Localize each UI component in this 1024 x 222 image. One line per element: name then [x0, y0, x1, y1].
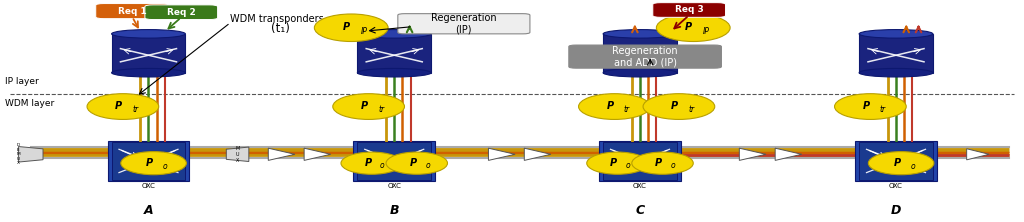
Text: OXC: OXC [633, 183, 647, 189]
FancyBboxPatch shape [859, 142, 933, 180]
Text: P: P [610, 158, 617, 168]
Text: P: P [671, 101, 678, 111]
FancyBboxPatch shape [112, 142, 185, 180]
Text: o: o [910, 162, 914, 170]
Text: WDM transponders: WDM transponders [230, 14, 325, 24]
Polygon shape [226, 147, 249, 162]
Text: OXC: OXC [387, 183, 401, 189]
FancyBboxPatch shape [353, 141, 435, 181]
Polygon shape [18, 147, 43, 162]
FancyBboxPatch shape [112, 34, 185, 73]
FancyBboxPatch shape [859, 34, 933, 73]
Text: P: P [410, 158, 417, 168]
Text: o: o [163, 162, 167, 170]
Text: IP: IP [360, 27, 368, 36]
Ellipse shape [603, 68, 677, 77]
Ellipse shape [579, 94, 650, 119]
Polygon shape [524, 148, 551, 160]
Text: WDM layer: WDM layer [5, 99, 54, 108]
Text: tr: tr [688, 105, 694, 114]
Ellipse shape [333, 94, 404, 119]
Text: D
E
M
U
X: D E M U X [16, 143, 20, 165]
Polygon shape [739, 148, 766, 160]
Text: P: P [146, 158, 154, 168]
Text: A: A [143, 204, 154, 217]
Ellipse shape [656, 14, 730, 42]
Text: P: P [343, 22, 350, 32]
Text: Req 1: Req 1 [118, 7, 146, 16]
Text: Req 2: Req 2 [167, 8, 196, 17]
Text: P: P [894, 158, 901, 168]
Text: tr: tr [624, 105, 630, 114]
Polygon shape [775, 148, 802, 160]
Ellipse shape [121, 152, 186, 175]
Text: C: C [636, 204, 644, 217]
FancyBboxPatch shape [108, 141, 189, 181]
Ellipse shape [112, 68, 185, 77]
Ellipse shape [603, 30, 677, 38]
Text: P: P [862, 101, 869, 111]
Ellipse shape [859, 68, 933, 77]
Text: Regeneration
and ADD (IP): Regeneration and ADD (IP) [612, 46, 678, 67]
FancyBboxPatch shape [357, 142, 431, 180]
Ellipse shape [632, 152, 693, 174]
Polygon shape [304, 148, 331, 160]
Ellipse shape [112, 30, 185, 38]
Text: Req 3: Req 3 [675, 6, 703, 14]
FancyBboxPatch shape [599, 141, 681, 181]
Text: Regeneration
(IP): Regeneration (IP) [431, 13, 497, 35]
Polygon shape [488, 148, 515, 160]
Ellipse shape [835, 94, 906, 119]
FancyBboxPatch shape [603, 34, 677, 73]
Text: OXC: OXC [889, 183, 903, 189]
Text: IP: IP [702, 27, 710, 36]
FancyBboxPatch shape [397, 14, 530, 34]
FancyBboxPatch shape [96, 4, 168, 19]
Ellipse shape [357, 68, 431, 77]
Ellipse shape [643, 94, 715, 119]
FancyBboxPatch shape [569, 45, 721, 68]
Ellipse shape [314, 14, 388, 42]
Ellipse shape [587, 152, 648, 174]
Text: OXC: OXC [141, 183, 156, 189]
Polygon shape [967, 149, 989, 160]
Text: tr: tr [132, 105, 138, 114]
Ellipse shape [868, 152, 934, 175]
Text: M
U
X: M U X [236, 146, 240, 163]
Ellipse shape [357, 30, 431, 38]
Text: P: P [360, 101, 368, 111]
Text: P: P [655, 158, 663, 168]
Text: tr: tr [378, 105, 384, 114]
Text: IP layer: IP layer [5, 77, 39, 85]
Text: o: o [671, 161, 676, 170]
Text: tr: tr [880, 105, 886, 114]
Ellipse shape [87, 94, 159, 119]
FancyBboxPatch shape [357, 34, 431, 73]
FancyBboxPatch shape [603, 142, 677, 180]
Text: o: o [425, 161, 430, 170]
Text: P: P [606, 101, 613, 111]
Text: B: B [389, 204, 399, 217]
FancyBboxPatch shape [653, 3, 726, 17]
Ellipse shape [341, 152, 402, 174]
Text: P: P [365, 158, 372, 168]
Text: (t₁): (t₁) [271, 22, 290, 35]
Ellipse shape [859, 30, 933, 38]
Text: P: P [685, 22, 692, 32]
Text: o: o [626, 161, 631, 170]
Ellipse shape [386, 152, 447, 174]
Text: o: o [380, 161, 385, 170]
FancyBboxPatch shape [855, 141, 937, 181]
Polygon shape [268, 148, 295, 160]
Text: D: D [891, 204, 901, 217]
FancyBboxPatch shape [145, 5, 217, 20]
Text: P: P [115, 101, 122, 111]
